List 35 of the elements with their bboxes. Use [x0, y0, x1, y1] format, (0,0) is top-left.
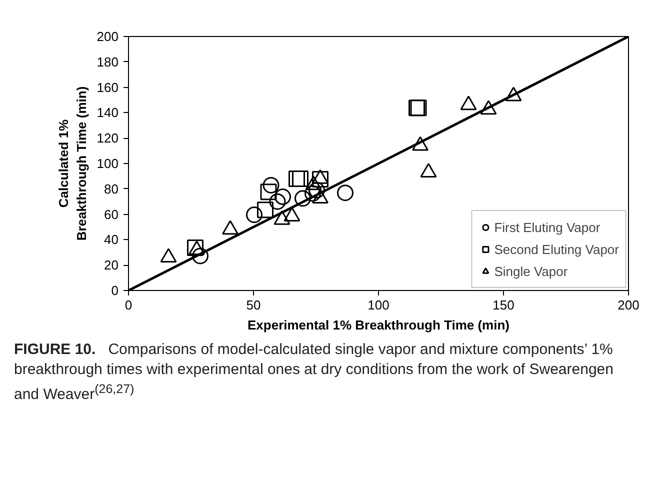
point — [262, 176, 280, 194]
caption: FIGURE 10. Comparisons of model-calculated single vapor and mixture components’ 1% breakthrough times with experimental ones at dry conditions from the work of Swearengen and Weaver$^{(26,27)}$ — [14, 340, 614, 404]
x-axis-title: Experimental 1% Breakthrough Time (min) — [248, 318, 510, 332]
y-tick-label: 140 — [96, 105, 119, 120]
point — [269, 193, 286, 210]
x-tick-label: 50 — [246, 298, 261, 312]
y-tick-label: 100 — [96, 156, 119, 171]
y-tick-label: 60 — [104, 206, 119, 222]
point — [192, 248, 208, 264]
y-tick-label: 20 — [104, 258, 119, 273]
y-tick-label: 40 — [104, 232, 119, 248]
legend-label: Second Eluting Vapor — [494, 242, 619, 256]
point — [505, 86, 522, 102]
point — [260, 184, 277, 200]
point — [312, 171, 328, 188]
point — [460, 96, 477, 110]
y-tick-label: 80 — [104, 181, 119, 196]
y-tick-label: 120 — [96, 130, 119, 146]
x-tick-label: 100 — [368, 298, 390, 312]
point — [294, 190, 311, 207]
point — [480, 100, 497, 115]
y-tick-label: 200 — [96, 29, 119, 44]
x-tick-label: 150 — [492, 298, 514, 312]
y-tick-label: 0 — [111, 283, 119, 298]
y-tick-label: 180 — [96, 54, 119, 70]
y-axis-title: Calculated 1% Breakthrough Time (min) — [56, 86, 89, 241]
point — [337, 184, 354, 202]
point — [257, 202, 274, 218]
legend-label: First Eluting Vapor — [494, 220, 600, 234]
legend-label: Single Vapor — [494, 264, 568, 278]
x-tick-label: 200 — [618, 298, 640, 312]
point — [274, 188, 291, 206]
point — [246, 206, 262, 224]
y-tick-label: 160 — [96, 80, 119, 95]
x-tick-label: 0 — [124, 298, 132, 312]
